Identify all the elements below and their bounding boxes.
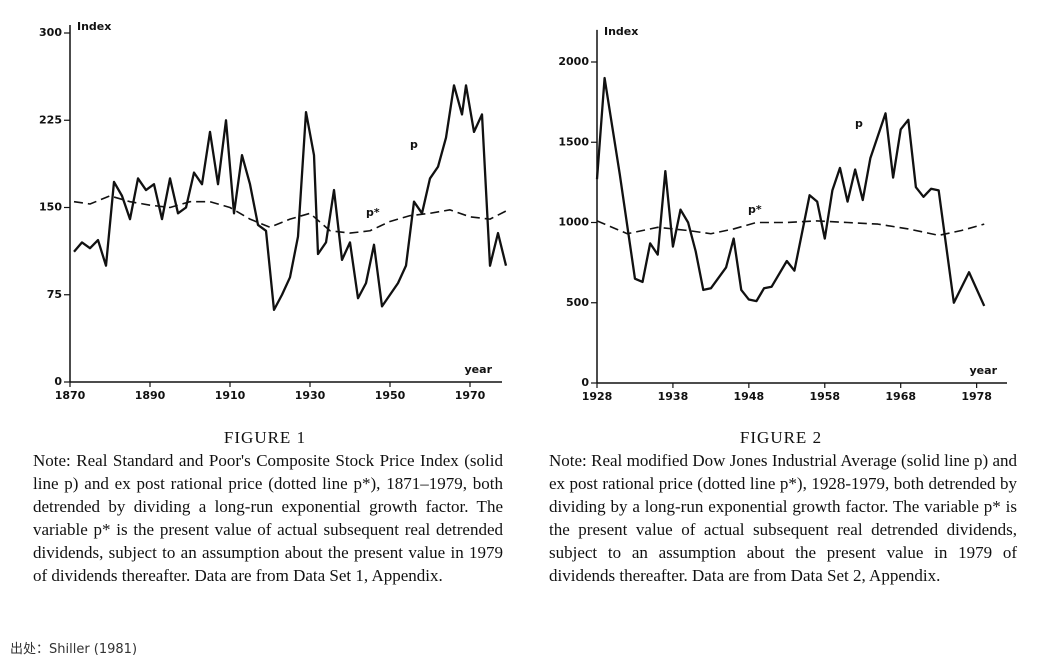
series-label: p* bbox=[748, 203, 762, 216]
x-axis-label: year bbox=[970, 364, 998, 377]
y-tick-label: 300 bbox=[39, 26, 62, 39]
y-tick-label: 225 bbox=[39, 113, 62, 126]
y-axis-label: Index bbox=[77, 20, 111, 33]
charts: Index year 0 75 150 225 300 1870 1890 1910 1930 195… bbox=[39, 20, 1007, 403]
series-line bbox=[73, 84, 508, 312]
series-label: p* bbox=[366, 206, 380, 219]
series-label: p bbox=[855, 117, 863, 130]
y-tick-label: 0 bbox=[54, 375, 62, 388]
x-tick-label: 1910 bbox=[215, 389, 246, 402]
y-axis-label: Index bbox=[604, 25, 638, 38]
x-tick-label: 1890 bbox=[135, 389, 166, 402]
x-tick-label: 1930 bbox=[295, 389, 326, 402]
figure-note: Note: Real modified Dow Jones Industrial… bbox=[549, 451, 1017, 585]
y-tick-label: 500 bbox=[566, 296, 589, 309]
series-line bbox=[595, 76, 986, 307]
x-tick-label: 1958 bbox=[809, 390, 840, 403]
y-tick-label: 2000 bbox=[558, 55, 589, 68]
series-label: p bbox=[410, 138, 418, 151]
x-tick-label: 1950 bbox=[375, 389, 406, 402]
y-tick-label: 75 bbox=[47, 288, 62, 301]
y-tick-label: 1500 bbox=[558, 135, 589, 148]
y-tick-label: 150 bbox=[39, 201, 62, 214]
x-tick-label: 1978 bbox=[961, 390, 992, 403]
series-line bbox=[73, 195, 507, 234]
figure-note: Note: Real Standard and Poor's Composite… bbox=[33, 451, 503, 585]
x-tick-label: 1970 bbox=[455, 389, 486, 402]
x-tick-label: 1948 bbox=[734, 390, 765, 403]
x-tick-label: 1968 bbox=[885, 390, 916, 403]
y-tick-label: 1000 bbox=[558, 216, 589, 229]
source: 出处：Shiller (1981) bbox=[10, 642, 138, 657]
figure-title: FIGURE 2 bbox=[739, 428, 823, 447]
figure-title: FIGURE 1 bbox=[223, 428, 307, 447]
x-axis-label: year bbox=[465, 363, 493, 376]
x-tick-label: 1870 bbox=[55, 389, 86, 402]
x-tick-label: 1938 bbox=[658, 390, 689, 403]
x-tick-label: 1928 bbox=[582, 390, 613, 403]
y-tick-label: 0 bbox=[581, 376, 589, 389]
series-line bbox=[596, 220, 985, 237]
